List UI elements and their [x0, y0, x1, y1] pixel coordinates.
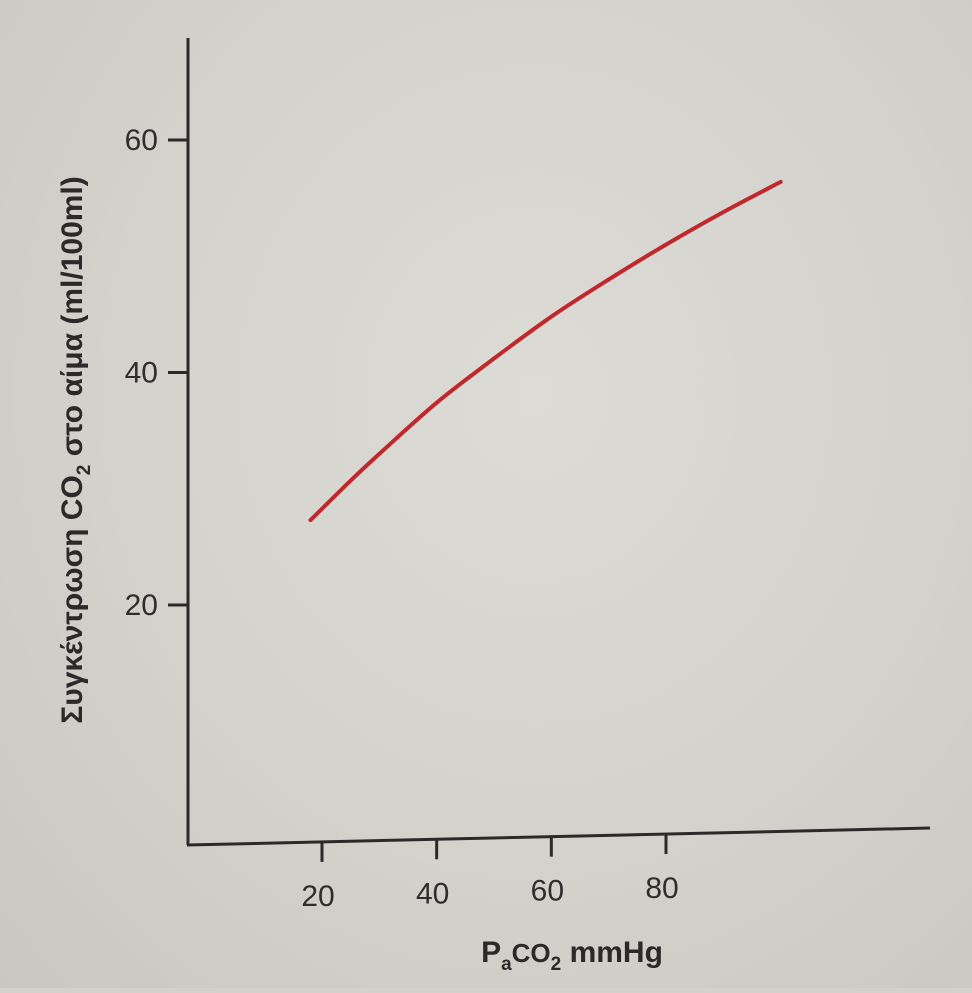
- x-axis-title: PaCO2 mmHg: [481, 936, 663, 975]
- y-tick-label: 20: [125, 589, 158, 622]
- x-tick-label: 80: [645, 872, 678, 905]
- axes: [187, 38, 930, 845]
- y-axis-title: Συγκέντρωση CO2 στο αίμα (ml/100ml): [56, 176, 95, 724]
- x-tick-label: 60: [531, 875, 564, 908]
- x-axis-title-unit: mmHg: [561, 936, 663, 969]
- y-tick-label: 40: [125, 357, 158, 390]
- y-axis-title-sub: 2: [74, 465, 95, 476]
- x-axis-title-sub2: 2: [551, 954, 562, 975]
- y-axis-title-main: Συγκέντρωση CO: [56, 475, 89, 724]
- series-layer: [311, 182, 781, 520]
- x-tick-label: 40: [416, 877, 449, 910]
- y-tick-label: 60: [125, 124, 158, 157]
- x-axis-title-main: P: [481, 936, 501, 969]
- x-axis-line: [187, 828, 930, 845]
- ticks: 20 40 60 80 20 40 60: [125, 124, 679, 913]
- series-line: [311, 182, 781, 520]
- x-tick-label: 20: [301, 880, 334, 913]
- x-axis-title-sub1: a: [501, 954, 512, 975]
- x-axis-title-mid: CO: [512, 938, 551, 968]
- y-axis-title-rest: στο αίμα (ml/100ml): [56, 176, 89, 464]
